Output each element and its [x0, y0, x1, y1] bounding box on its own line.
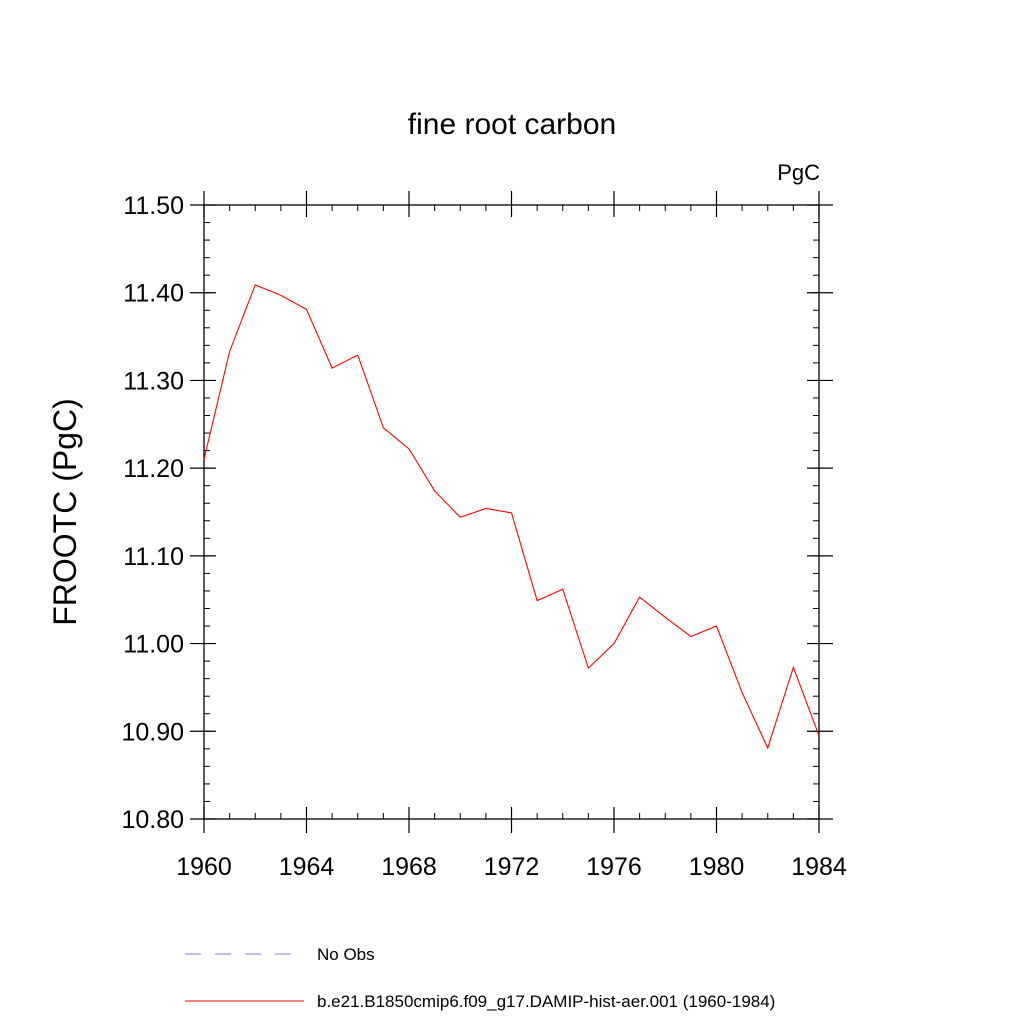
data-point: [639, 596, 640, 597]
series-line: [203, 284, 820, 750]
x-tick-label: 1960: [176, 853, 232, 881]
data-point: [716, 625, 717, 626]
data-point: [562, 589, 563, 590]
y-tick-label: 10.80: [121, 806, 184, 834]
data-point: [793, 667, 794, 668]
data-point: [690, 636, 691, 637]
data-point: [818, 735, 819, 736]
data-point: [434, 490, 435, 491]
legend-label: b.e21.B1850cmip6.f09_g17.DAMIP-hist-aer.…: [317, 992, 775, 1011]
y-axis-label: FROOTC (PgC): [47, 398, 83, 626]
data-point: [588, 668, 589, 669]
data-point: [408, 448, 409, 449]
plot-area-border: [203, 204, 820, 820]
legend-label: No Obs: [317, 945, 375, 964]
data-point: [203, 459, 204, 460]
y-tick-label: 11.20: [123, 455, 184, 483]
data-point: [460, 517, 461, 518]
x-tick-label: 1976: [586, 853, 642, 881]
y-tick-label: 11.00: [123, 631, 184, 659]
y-tick-label: 11.10: [123, 543, 184, 571]
y-tick-label: 10.90: [121, 718, 184, 746]
plot-frame: [203, 204, 820, 820]
x-tick-label: 1964: [279, 853, 335, 881]
x-tick-label: 1980: [689, 853, 745, 881]
chart-title: fine root carbon: [408, 108, 616, 141]
data-point: [767, 747, 768, 748]
data-point: [357, 354, 358, 355]
series-layer: [203, 284, 820, 750]
data-point: [306, 309, 307, 310]
x-tick-label: 1984: [791, 853, 847, 881]
y-tick-label: 11.30: [123, 367, 184, 395]
data-point: [665, 617, 666, 618]
data-point: [613, 643, 614, 644]
y-axis: 10.80 10.90 11.00 11.10 11.20 11.30 11.40 11.50: [121, 192, 833, 834]
x-tick-label: 1972: [484, 853, 540, 881]
legend: No Obs b.e21.B1850cmip6.f09_g17.DAMIP-his…: [185, 945, 775, 1011]
y-tick-label: 11.40: [123, 280, 184, 308]
data-point: [537, 600, 538, 601]
x-tick-label: 1968: [381, 853, 437, 881]
data-point: [511, 512, 512, 513]
data-point: [229, 351, 230, 352]
x-axis: 1960 1964 1968 1972 1976 1980 1984: [176, 191, 847, 881]
data-point: [485, 508, 486, 509]
data-point: [383, 427, 384, 428]
y-tick-label: 11.50: [123, 192, 184, 220]
data-point: [332, 368, 333, 369]
data-point: [280, 295, 281, 296]
data-point: [742, 692, 743, 693]
units-label: PgC: [777, 160, 820, 185]
data-point: [255, 284, 256, 285]
